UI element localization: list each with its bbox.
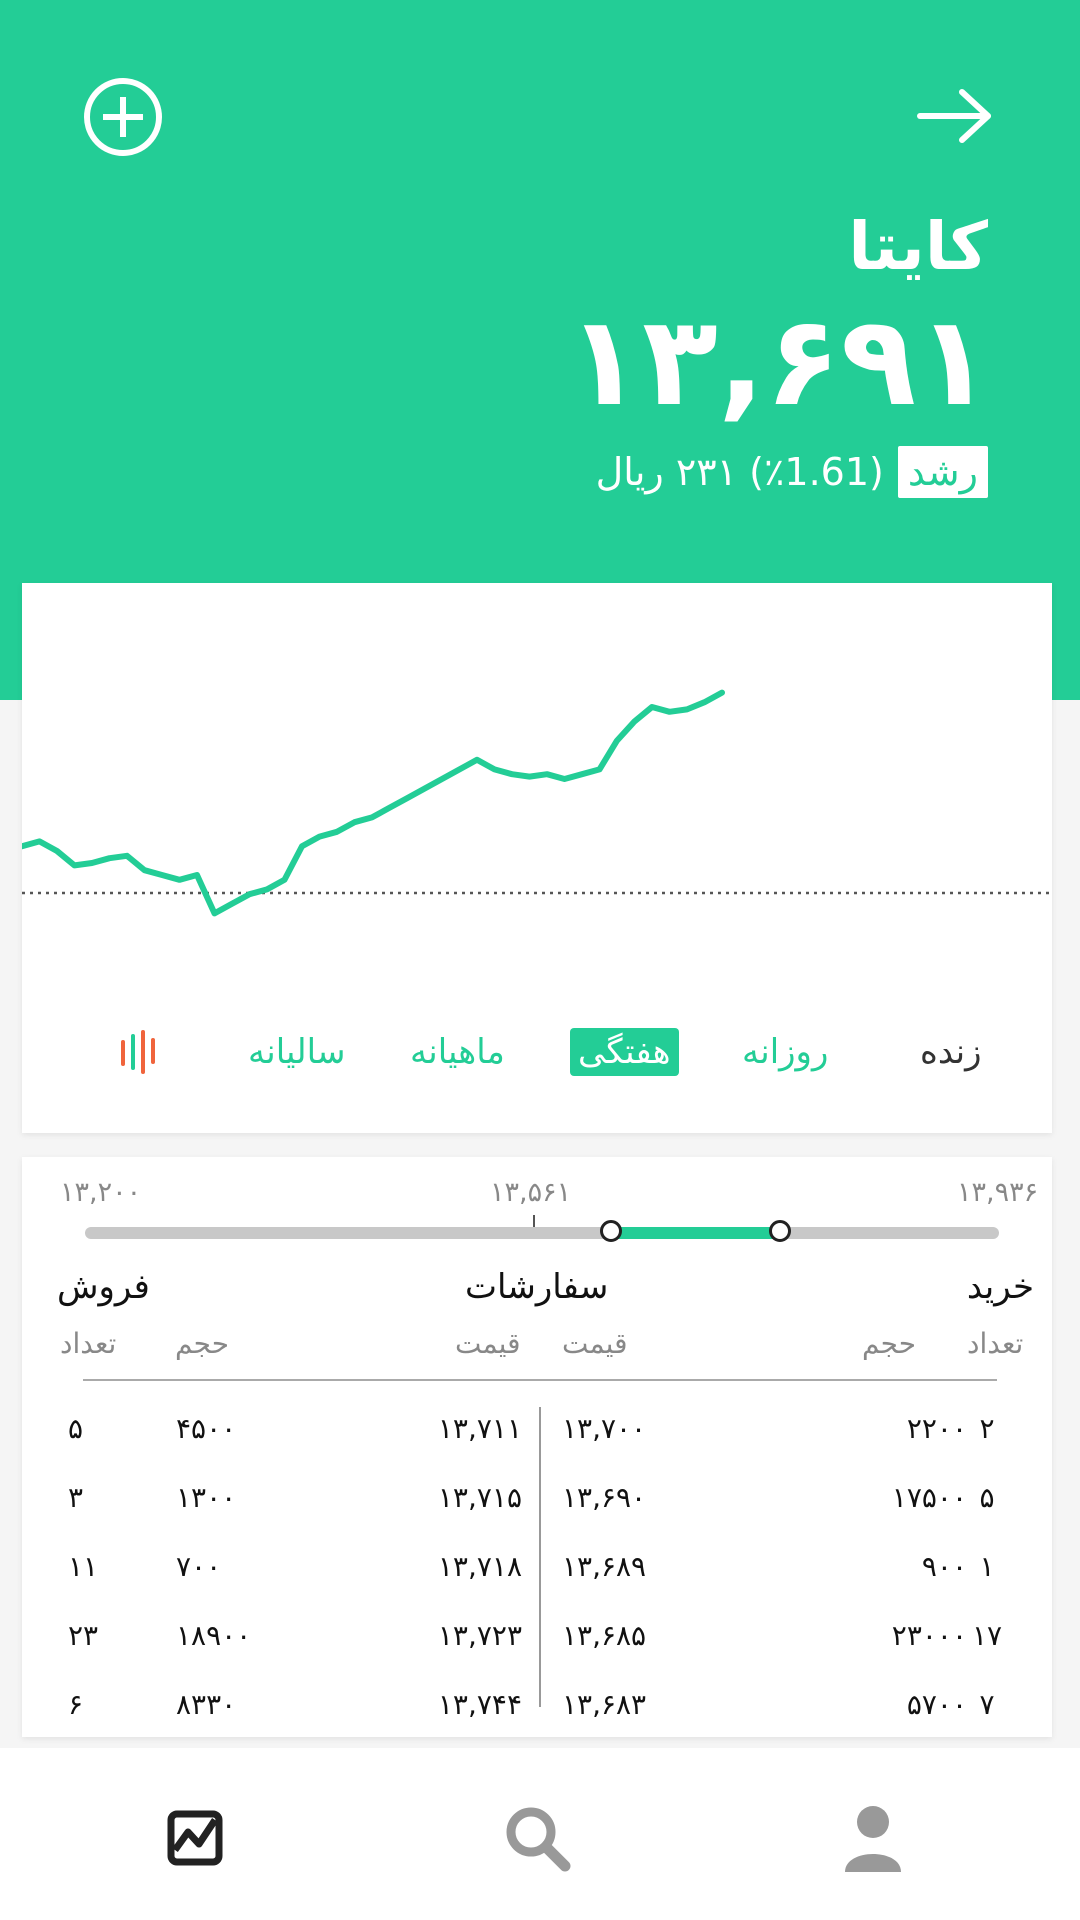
tab-monthly[interactable]: ماهیانه — [410, 1032, 505, 1072]
bottom-nav — [0, 1748, 1080, 1920]
sell-volume: ۸۳۳۰ — [176, 1688, 237, 1721]
buy-price: ۱۳,۶۸۹ — [562, 1550, 647, 1583]
sell-price: ۱۳,۷۱۱ — [437, 1412, 522, 1445]
buy-price: ۱۳,۶۸۵ — [562, 1619, 647, 1652]
order-row: ۳ ۱۳۰۰ ۱۳,۷۱۵ ۱۳,۶۹۰ ۱۷۵۰۰ ۵ — [22, 1481, 1052, 1521]
tab-daily[interactable]: روزانه — [742, 1032, 829, 1072]
sell-count: ۱۱ — [68, 1550, 99, 1583]
price-chart — [22, 689, 1052, 917]
range-handle-high[interactable] — [768, 1220, 791, 1242]
buy-volume: ۱۷۵۰۰ — [891, 1481, 967, 1514]
order-row: ۶ ۸۳۳۰ ۱۳,۷۴۴ ۱۳,۶۸۳ ۵۷۰۰ ۷ — [22, 1688, 1052, 1728]
buy-volume-header: حجم — [862, 1327, 917, 1360]
range-min-label: ۱۳,۲۰۰ — [60, 1177, 142, 1208]
price-range-slider[interactable] — [85, 1215, 999, 1242]
sell-price: ۱۳,۷۱۵ — [437, 1481, 522, 1514]
search-icon[interactable] — [497, 1798, 577, 1878]
buy-volume: ۲۳۰۰۰ — [891, 1619, 967, 1652]
growth-badge: رشد — [897, 446, 988, 498]
buy-price: ۱۳,۷۰۰ — [562, 1412, 647, 1445]
order-row: ۱۱ ۷۰۰ ۱۳,۷۱۸ ۱۳,۶۸۹ ۹۰۰ ۱ — [22, 1550, 1052, 1590]
sell-title: فروش — [57, 1267, 150, 1307]
sell-volume: ۴۵۰۰ — [176, 1412, 237, 1445]
price-change: رشد (٪1.61) ۲۳۱ ریال — [596, 444, 988, 500]
buy-count: ۱۷ — [971, 1619, 1003, 1652]
price-series-line — [22, 689, 725, 917]
order-book-card: ۱۳,۲۰۰ ۱۳,۵۶۱ ۱۳,۹۳۶ فروش سفارشات خرید ت… — [22, 1157, 1052, 1737]
center-divider — [539, 1407, 541, 1707]
sell-price-header: قیمت — [455, 1327, 521, 1360]
buy-count: ۱ — [979, 1550, 995, 1583]
sell-price: ۱۳,۷۱۸ — [437, 1550, 522, 1583]
current-price-marker — [532, 1215, 535, 1227]
range-mid-label: ۱۳,۵۶۱ — [490, 1177, 572, 1208]
range-fill — [610, 1227, 780, 1239]
buy-volume: ۲۲۰۰ — [906, 1412, 967, 1445]
sell-volume-header: حجم — [175, 1327, 230, 1360]
buy-count: ۷ — [979, 1688, 995, 1721]
sell-volume: ۱۳۰۰ — [176, 1481, 237, 1514]
sell-count-header: تعداد — [60, 1327, 117, 1360]
buy-price: ۱۳,۶۹۰ — [562, 1481, 647, 1514]
sell-price: ۱۳,۷۲۳ — [437, 1619, 522, 1652]
sell-volume: ۱۸۹۰۰ — [176, 1619, 252, 1652]
table-divider — [83, 1379, 997, 1381]
tab-weekly[interactable]: هفتگی — [570, 1028, 679, 1076]
back-arrow-icon[interactable] — [916, 86, 994, 146]
tab-yearly[interactable]: سالیانه — [248, 1032, 346, 1072]
sell-price: ۱۳,۷۴۴ — [437, 1688, 522, 1721]
buy-volume: ۵۷۰۰ — [906, 1688, 967, 1721]
tab-live[interactable]: زنده — [920, 1032, 982, 1072]
sell-count: ۲۳ — [68, 1619, 99, 1652]
period-tabs: سالیانه ماهیانه هفتگی روزانه زنده — [22, 1028, 1052, 1088]
buy-price: ۱۳,۶۸۳ — [562, 1688, 647, 1721]
chart-icon[interactable] — [155, 1798, 235, 1878]
stock-name: کایتا — [848, 208, 988, 285]
range-max-label: ۱۳,۹۳۶ — [957, 1177, 1039, 1208]
candlestick-icon[interactable] — [117, 1028, 161, 1076]
buy-price-header: قیمت — [562, 1327, 628, 1360]
sell-volume: ۷۰۰ — [176, 1550, 222, 1583]
buy-title: خرید — [966, 1267, 1034, 1307]
price-chart-card: سالیانه ماهیانه هفتگی روزانه زنده — [22, 583, 1052, 1133]
sell-count: ۵ — [68, 1412, 84, 1445]
add-to-watchlist-button[interactable] — [84, 78, 162, 156]
stock-price: ۱۳,۶۹۱ — [566, 290, 992, 434]
buy-count: ۵ — [979, 1481, 995, 1514]
buy-count: ۲ — [979, 1412, 995, 1445]
change-text: (٪1.61) ۲۳۱ ریال — [595, 450, 884, 494]
sell-count: ۳ — [68, 1481, 84, 1514]
orders-title: سفارشات — [465, 1267, 609, 1307]
sell-count: ۶ — [68, 1688, 84, 1721]
user-icon[interactable] — [833, 1798, 913, 1878]
buy-count-header: تعداد — [967, 1327, 1024, 1360]
buy-volume: ۹۰۰ — [921, 1550, 967, 1583]
order-row: ۲۳ ۱۸۹۰۰ ۱۳,۷۲۳ ۱۳,۶۸۵ ۲۳۰۰۰ ۱۷ — [22, 1619, 1052, 1659]
order-row: ۵ ۴۵۰۰ ۱۳,۷۱۱ ۱۳,۷۰۰ ۲۲۰۰ ۲ — [22, 1412, 1052, 1452]
range-handle-low[interactable] — [599, 1220, 622, 1242]
